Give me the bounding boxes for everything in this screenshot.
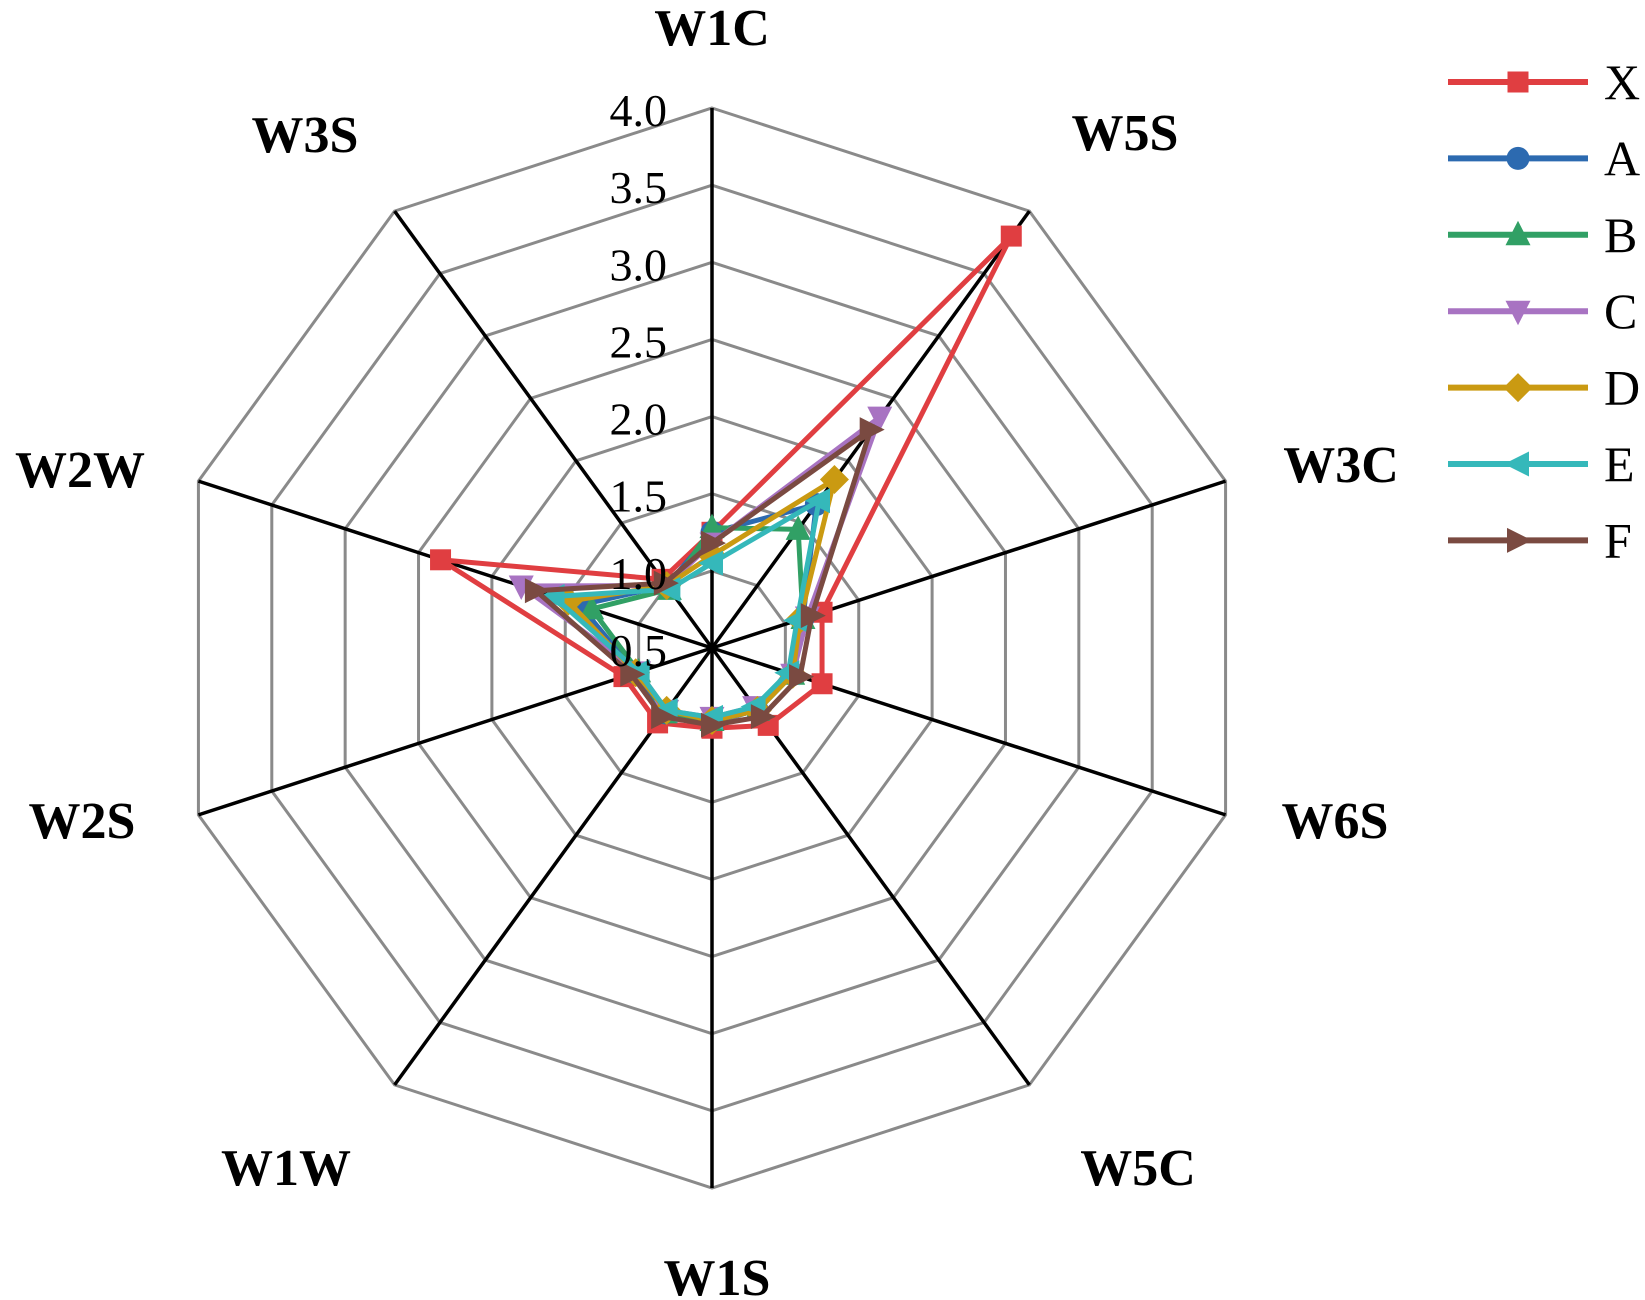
series-F-marker-w6s [789, 664, 815, 690]
legend-label-D: D [1604, 360, 1640, 416]
legend-marker-F [1507, 527, 1532, 553]
series-F-marker-w1s [701, 712, 726, 738]
series-B-marker-w5s [785, 515, 811, 540]
axis-label-w1w: W1W [221, 1140, 351, 1197]
series-F-marker-w2w [524, 578, 550, 604]
axis-label-w2w: W2W [15, 442, 145, 499]
axis-label-w3s: W3S [252, 107, 359, 164]
axis-label-w1s: W1S [664, 1250, 771, 1300]
legend-marker-B [1505, 220, 1531, 246]
radial-tick-label: 1.5 [610, 471, 668, 522]
legend-marker-D [1503, 373, 1533, 403]
series-C-marker-w5s [867, 406, 893, 432]
legend-marker-X [1507, 71, 1529, 93]
series-F-marker-w1w [651, 704, 677, 730]
series-X-marker-w2w [430, 549, 452, 571]
legend-label-A: A [1604, 130, 1640, 186]
series-F-marker-w5s [859, 417, 885, 443]
legend-label-F: F [1604, 512, 1632, 568]
radial-tick-label: 0.5 [610, 625, 668, 676]
legend-marker-C [1505, 300, 1531, 326]
series-E-marker-w1c [698, 550, 723, 576]
legend-marker-E [1504, 451, 1529, 477]
radial-tick-label: 3.5 [610, 162, 668, 213]
axis-label-w6s: W6S [1282, 793, 1389, 850]
axis-label-w1c: W1C [654, 0, 770, 57]
axis-label-w3c: W3C [1283, 437, 1399, 494]
series-X-marker-w6s [811, 673, 833, 695]
radial-tick-label: 1.0 [610, 548, 668, 599]
legend-marker-A [1506, 146, 1530, 170]
radial-tick-label: 3.0 [610, 239, 668, 290]
axis-label-w5s: W5S [1072, 105, 1179, 162]
radial-tick-label: 2.5 [610, 316, 668, 367]
radial-tick-label: 4.0 [610, 85, 668, 136]
radial-tick-label: 2.0 [610, 394, 668, 445]
series-E-marker-w5s [805, 488, 831, 514]
series-F-marker-w5c [750, 704, 776, 730]
series-D-marker-w5s [819, 464, 849, 494]
legend-label-C: C [1604, 283, 1637, 339]
axis-label-w5c: W5C [1080, 1140, 1196, 1197]
series-F-marker-w3s [653, 570, 679, 596]
legend-label-X: X [1604, 54, 1640, 110]
series-F-marker-w2s [620, 661, 646, 687]
series-F-marker-w1c [701, 530, 726, 556]
series-X-marker-w5s [1000, 225, 1022, 247]
axis-label-w2s: W2S [29, 793, 136, 850]
series-F-marker-w3c [800, 603, 826, 629]
axis-spoke [197, 479, 713, 650]
legend-label-E: E [1604, 436, 1635, 492]
series-B-marker-w2w [579, 594, 605, 620]
legend-label-B: B [1604, 207, 1637, 263]
series-B-marker-w1c [699, 513, 725, 539]
series-X-line [438, 233, 1014, 731]
